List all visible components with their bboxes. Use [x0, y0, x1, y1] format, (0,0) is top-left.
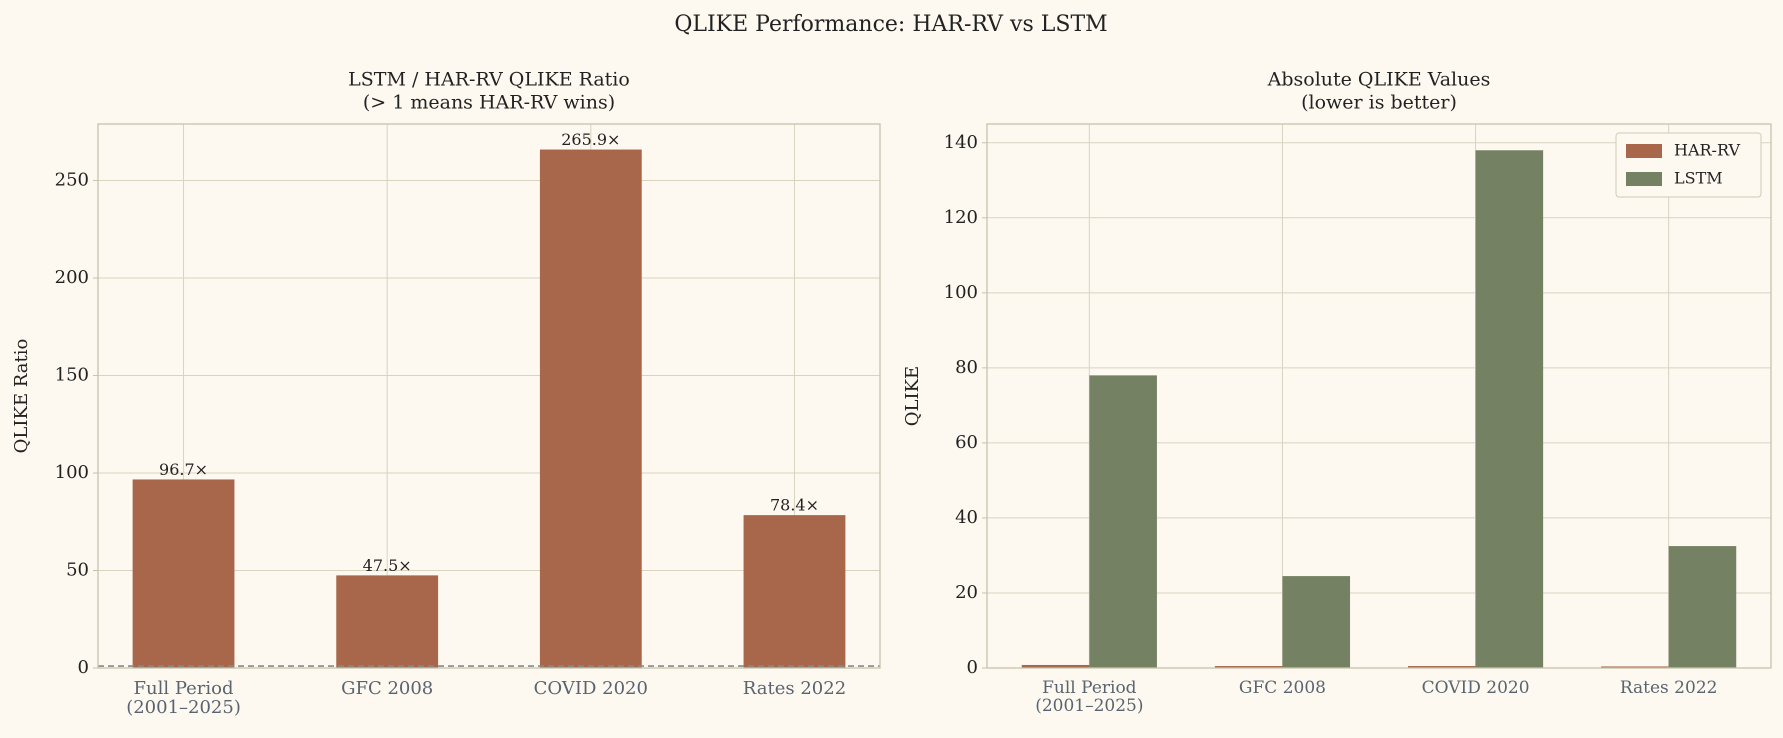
x-tick-label: GFC 2008 — [1238, 678, 1326, 698]
bar — [1475, 150, 1544, 668]
chart-title: LSTM / HAR-RV QLIKE Ratio (> 1 means HAR-… — [348, 69, 630, 114]
x-tick-label: GFC 2008 — [341, 678, 434, 699]
value-label: 47.5× — [363, 556, 412, 575]
legend-label: HAR-RV — [1674, 141, 1740, 160]
y-tick-label: 50 — [66, 560, 89, 581]
value-label: 78.4× — [770, 496, 819, 515]
bar — [1668, 546, 1737, 668]
legend-swatch — [1626, 144, 1662, 158]
y-tick-label: 20 — [955, 582, 978, 603]
axes-frame — [986, 123, 1772, 669]
bar — [1407, 666, 1476, 668]
bar — [743, 515, 846, 668]
y-tick-label: 150 — [55, 365, 89, 386]
x-tick-label: Rates 2022 — [742, 678, 847, 699]
chart-title: Absolute QLIKE Values (lower is better) — [1267, 69, 1491, 114]
y-tick-label: 140 — [944, 132, 978, 153]
bar — [1282, 576, 1351, 668]
y-tick-label: 0 — [78, 657, 89, 678]
x-tick-label: COVID 2020 — [1421, 678, 1530, 698]
x-tick-label: Rates 2022 — [1619, 678, 1718, 698]
y-tick-label: 100 — [55, 462, 89, 483]
x-tick-label: Full Period (2001–2025) — [1035, 678, 1144, 716]
legend-label: LSTM — [1674, 169, 1723, 188]
x-tick-label: Full Period (2001–2025) — [126, 678, 241, 718]
x-tick-label: COVID 2020 — [533, 678, 648, 699]
bar — [1214, 666, 1283, 668]
bar — [1601, 666, 1669, 668]
y-tick-label: 120 — [944, 207, 978, 228]
axes-frame — [97, 123, 881, 669]
y-axis-label: QLIKE Ratio — [11, 339, 32, 454]
bar — [132, 479, 235, 668]
y-tick-label: 80 — [955, 357, 978, 378]
y-tick-label: 40 — [955, 507, 978, 528]
y-tick-label: 0 — [967, 657, 978, 678]
legend-swatch — [1626, 172, 1662, 186]
y-tick-label: 60 — [955, 432, 978, 453]
bar — [539, 149, 642, 668]
y-tick-label: 200 — [55, 267, 89, 288]
bar — [1021, 664, 1090, 668]
figure-title: QLIKE Performance: HAR-RV vs LSTM — [674, 12, 1107, 37]
value-label: 96.7× — [159, 460, 208, 479]
y-tick-label: 250 — [55, 170, 89, 191]
y-tick-label: 100 — [944, 282, 978, 303]
bar — [1089, 375, 1157, 668]
y-axis-label: QLIKE — [902, 366, 923, 426]
value-label: 265.9× — [561, 130, 620, 149]
bar — [336, 575, 439, 668]
